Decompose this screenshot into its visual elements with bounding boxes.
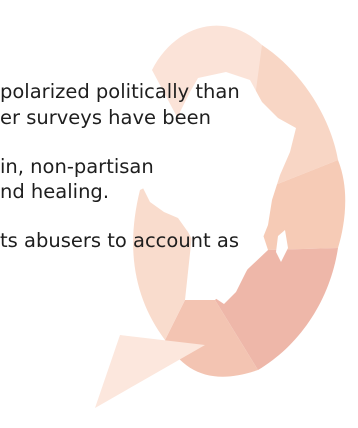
- text-line-1: polarized politically than: [0, 80, 240, 103]
- logo-petal-bottom: [165, 300, 258, 377]
- text-line-2: er surveys have been: [0, 106, 211, 129]
- africa-silhouette: [142, 72, 296, 304]
- text-line-3: in, non-partisan: [0, 155, 154, 178]
- madagascar-shape: [276, 230, 288, 262]
- logo-petal-lower-right: [215, 248, 338, 370]
- text-line-4: nd healing.: [0, 180, 110, 203]
- logo-petal-right: [250, 160, 346, 250]
- logo-tail: [95, 335, 205, 408]
- text-line-5: ts abusers to account as: [0, 229, 239, 252]
